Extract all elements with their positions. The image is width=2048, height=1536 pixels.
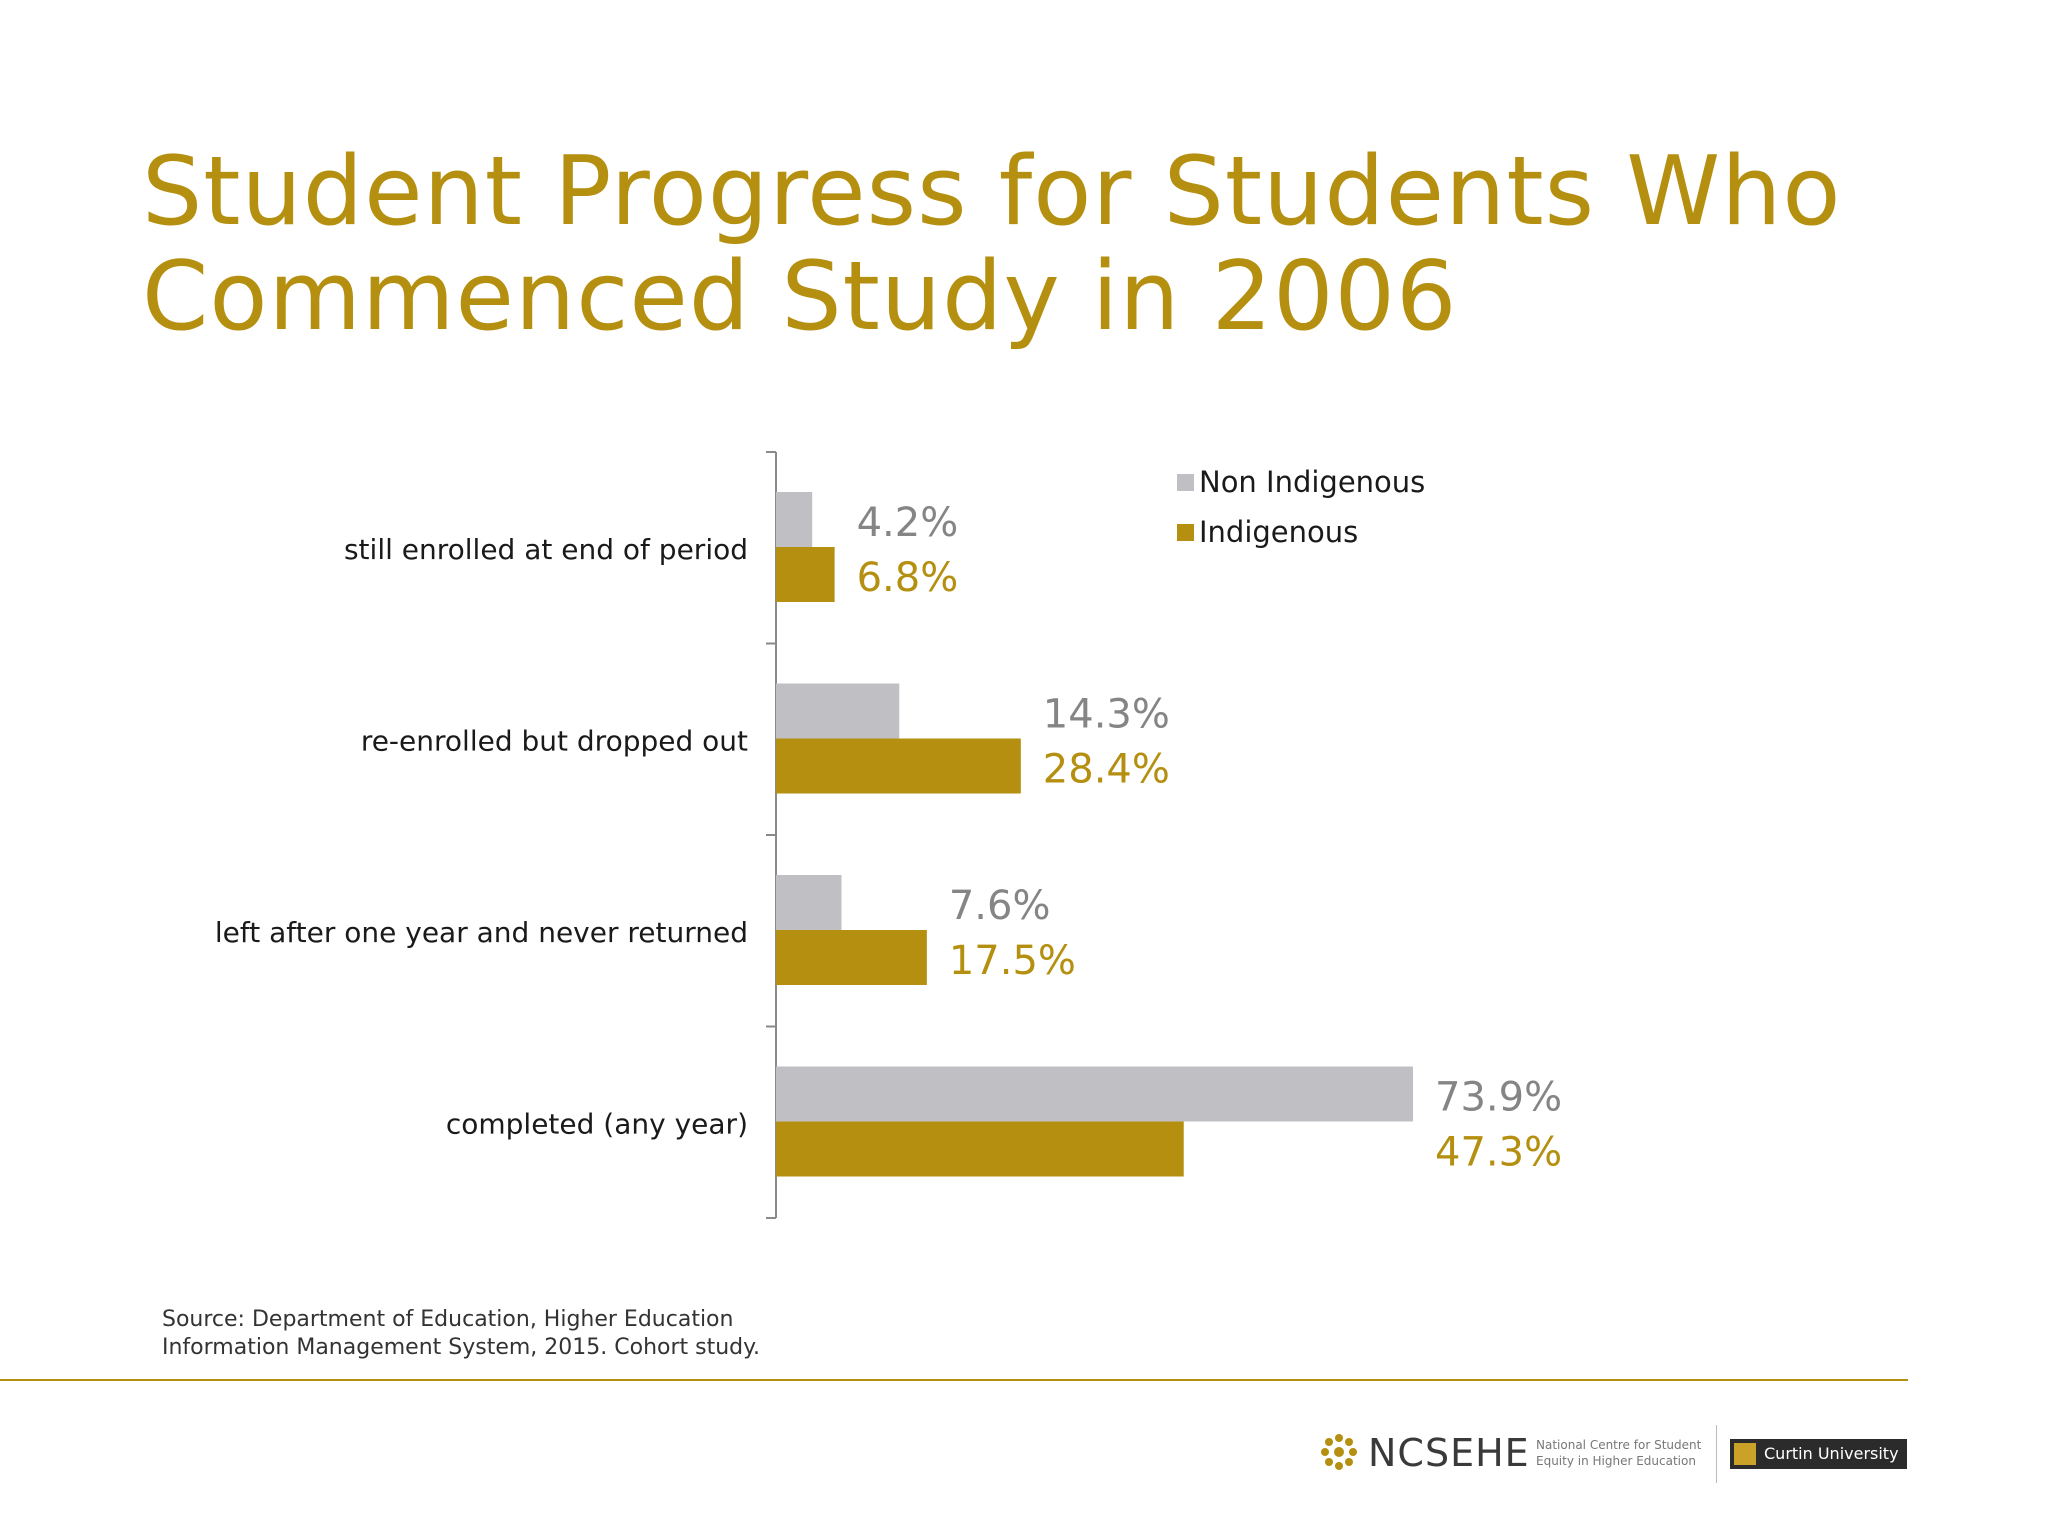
data-label-non-indigenous: 73.9% [1435,1075,1562,1121]
category-label: completed (any year) [446,1108,748,1141]
footer-logos: NCSEHE National Centre for Student Equit… [1310,1425,1910,1485]
data-label-indigenous: 28.4% [1043,747,1170,793]
legend-swatch-non-indigenous [1177,474,1194,491]
legend-label-indigenous: Indigenous [1199,515,1358,549]
data-label-non-indigenous: 4.2% [857,500,959,546]
data-label-non-indigenous: 14.3% [1043,692,1170,738]
plot-area: still enrolled at end of period 4.2% 6.8% r… [215,451,1562,1219]
bar-indigenous [776,738,1021,794]
bar-indigenous [776,547,835,602]
curtin-logo: Curtin University [1730,1439,1907,1469]
data-label-indigenous: 47.3% [1435,1130,1562,1176]
legend-label-non-indigenous: Non Indigenous [1199,465,1425,499]
logo-divider [1716,1425,1717,1483]
source-line-2: Information Management System, 2015. Coh… [162,1335,761,1360]
category-label: left after one year and never returned [215,916,748,949]
ncsehe-logo-text: NCSEHE [1368,1431,1530,1475]
category-label: re-enrolled but dropped out [361,725,748,758]
chart-title-line-1: Student Progress for Students Who [142,137,1842,247]
chart-title-line-2: Commenced Study in 2006 [142,242,1458,352]
bar-indigenous [776,930,927,985]
data-label-indigenous: 6.8% [857,555,959,601]
chart-legend: Non Indigenous Indigenous [1177,465,1425,549]
curtin-logo-icon [1734,1443,1756,1465]
bar-non-indigenous [776,1066,1414,1122]
source-line-1: Source: Department of Education, Higher … [162,1307,734,1332]
ncsehe-logo-subtitle: National Centre for Student Equity in Hi… [1536,1438,1702,1468]
bar-non-indigenous [776,875,842,930]
ncsehe-logo-icon [1321,1434,1357,1470]
bar-non-indigenous [776,492,813,547]
data-label-non-indigenous: 7.6% [949,883,1051,929]
bar-indigenous [776,1121,1184,1177]
data-label-indigenous: 17.5% [949,938,1076,984]
legend-swatch-indigenous [1177,524,1194,541]
curtin-logo-text: Curtin University [1764,1444,1899,1463]
bar-non-indigenous [776,683,900,739]
chart-title: Student Progress for Students Who Commen… [142,140,1942,350]
category-label: still enrolled at end of period [344,533,748,566]
footer-divider [0,1379,1908,1381]
source-note: Source: Department of Education, Higher … [162,1306,862,1362]
